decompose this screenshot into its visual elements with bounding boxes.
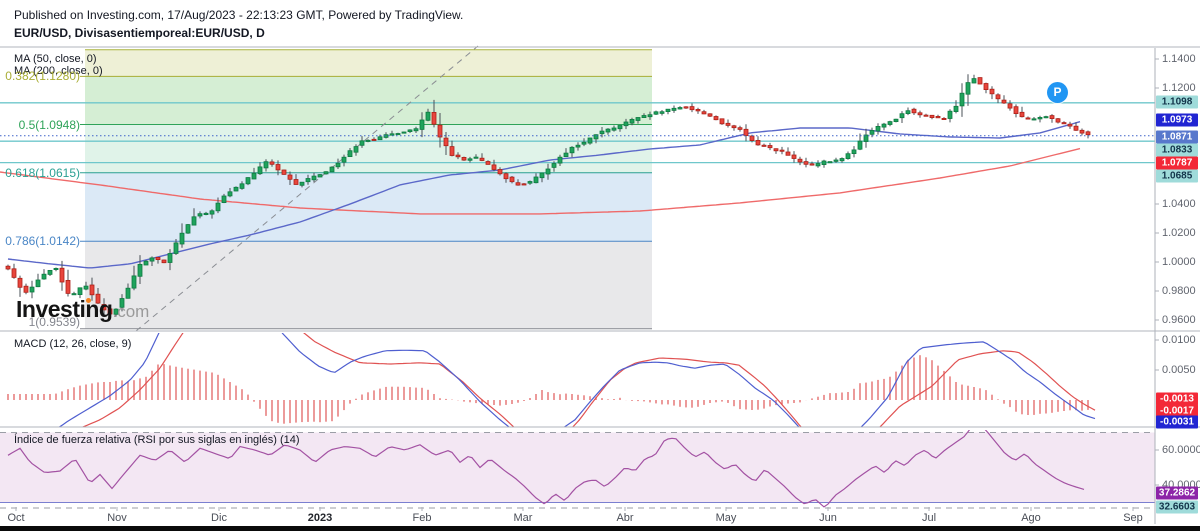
rsi-band bbox=[0, 432, 1155, 503]
macd-signal-line[interactable] bbox=[55, 290, 1096, 447]
price-badge: 32.6603 bbox=[1156, 500, 1198, 514]
time-axis-label[interactable]: 2023 bbox=[307, 512, 333, 524]
axis-tick-label: 0.0050 bbox=[1162, 364, 1196, 376]
price-badge: -0.0031 bbox=[1156, 415, 1198, 429]
axis-tick-label: 1.0200 bbox=[1162, 227, 1196, 239]
fib-band bbox=[85, 76, 652, 125]
fib-level-label[interactable]: 1(0.9539) bbox=[28, 315, 80, 329]
axis-tick-label: 0.9800 bbox=[1162, 285, 1196, 297]
candles[interactable] bbox=[5, 74, 1091, 317]
price-badge: 1.0833 bbox=[1156, 143, 1198, 157]
time-axis-label[interactable]: Nov bbox=[107, 512, 127, 524]
axis-tick-label: 1.0400 bbox=[1162, 198, 1196, 210]
price-badge: 37.2862 bbox=[1156, 486, 1198, 500]
price-badge: -0.0017 bbox=[1156, 404, 1198, 418]
price-badge: 1.0973 bbox=[1156, 113, 1198, 127]
axis-tick-label: 1.1200 bbox=[1162, 82, 1196, 94]
time-axis-label[interactable]: Ago bbox=[1021, 512, 1041, 524]
price-badge: 1.0787 bbox=[1156, 156, 1198, 170]
p-marker-icon[interactable]: P bbox=[1047, 82, 1068, 103]
trendline[interactable] bbox=[135, 45, 479, 332]
symbol-title: EUR/USD, Divisasentiemporeal:EUR/USD, D bbox=[14, 26, 265, 40]
time-axis-label[interactable]: May bbox=[715, 512, 737, 524]
time-axis-label[interactable]: Oct bbox=[7, 512, 25, 524]
time-axis-label[interactable]: Feb bbox=[412, 512, 432, 524]
fib-band bbox=[85, 172, 652, 242]
ma200-label[interactable]: MA (200, close, 0) bbox=[14, 65, 103, 77]
fib-band bbox=[85, 241, 652, 329]
ma50-line[interactable] bbox=[7, 121, 1081, 269]
axis-tick-label: 1.0000 bbox=[1162, 256, 1196, 268]
logo-orange-dot-icon bbox=[86, 298, 91, 303]
rsi-line[interactable] bbox=[7, 423, 1085, 508]
published-line: Published on Investing.com, 17/Aug/2023 … bbox=[14, 8, 464, 22]
rsi-label[interactable]: Índice de fuerza relativa (RSI por sus s… bbox=[14, 434, 300, 446]
ma50-label[interactable]: MA (50, close, 0) bbox=[14, 53, 97, 65]
axis-tick-label: 1.1400 bbox=[1162, 53, 1196, 65]
investing-logo-suffix: .com bbox=[112, 302, 150, 321]
macd-label[interactable]: MACD (12, 26, close, 9) bbox=[14, 338, 132, 350]
ma200-line[interactable] bbox=[0, 147, 1081, 215]
time-axis-label[interactable]: Mar bbox=[513, 512, 533, 524]
fib-level-label[interactable]: 0.618(1.0615) bbox=[5, 165, 80, 180]
macd-line[interactable] bbox=[55, 280, 1096, 440]
investing-watermark: Investing.com bbox=[16, 296, 149, 323]
axis-tick-label: 60.0000 bbox=[1162, 444, 1200, 456]
axis-tick-label: 0.9600 bbox=[1162, 314, 1196, 326]
fib-level-label[interactable]: 0.5(1.0948) bbox=[18, 117, 80, 132]
price-badge: -0.0013 bbox=[1156, 392, 1198, 406]
bottom-bar bbox=[0, 526, 1200, 531]
investing-logo-text: Investing bbox=[16, 296, 113, 322]
time-axis-label[interactable]: Jul bbox=[921, 512, 937, 524]
time-axis-label[interactable]: Dic bbox=[211, 512, 227, 524]
axis-tick-label: 0.0100 bbox=[1162, 334, 1196, 346]
price-badge: 1.0871 bbox=[1156, 130, 1198, 144]
fib-band bbox=[85, 49, 652, 77]
fib-level-label[interactable]: 0.382(1.1280) bbox=[5, 69, 80, 84]
fib-band bbox=[85, 124, 652, 173]
price-badge: 1.1098 bbox=[1156, 95, 1198, 109]
fib-level-label[interactable]: 0.786(1.0142) bbox=[5, 234, 80, 249]
price-badge: 1.0685 bbox=[1156, 169, 1198, 183]
time-axis-label[interactable]: Sep bbox=[1123, 512, 1143, 524]
time-axis-label[interactable]: Jun bbox=[819, 512, 837, 524]
time-axis-label[interactable]: Abr bbox=[616, 512, 634, 524]
